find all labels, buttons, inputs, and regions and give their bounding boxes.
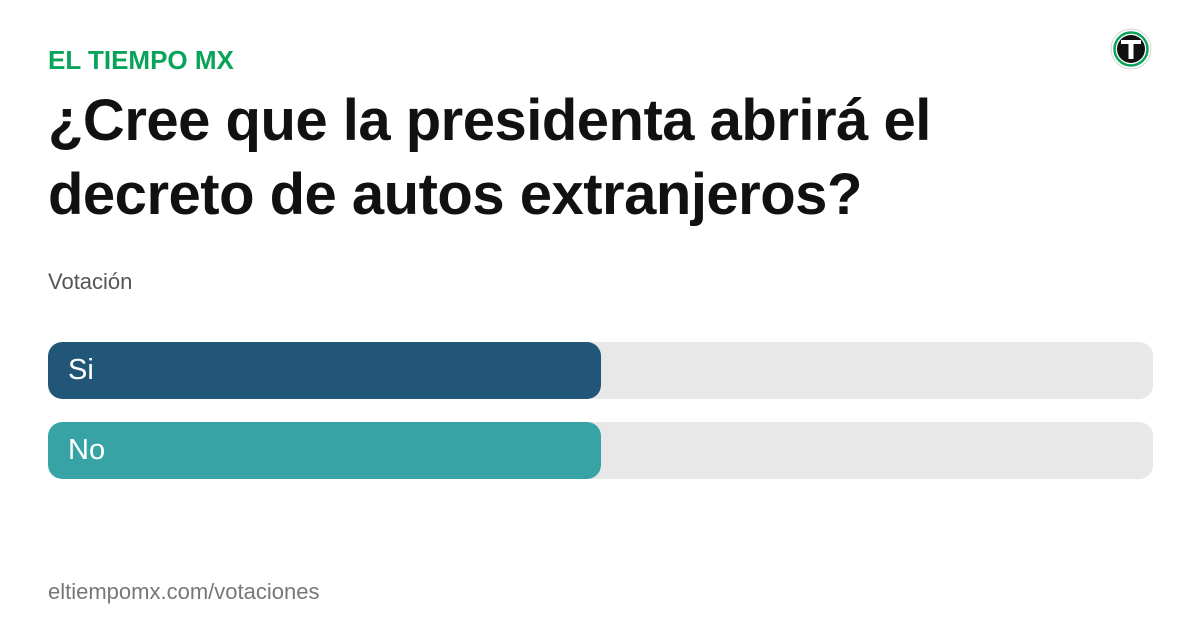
brand-name: EL TIEMPO MX bbox=[48, 45, 234, 75]
poll-option-si-fill bbox=[48, 342, 601, 399]
footer-url[interactable]: eltiempomx.com/votaciones bbox=[48, 579, 320, 604]
poll-option-no[interactable]: No bbox=[48, 422, 1153, 479]
poll-option-no-label: No bbox=[68, 434, 106, 466]
poll-subtitle: Votación bbox=[48, 269, 133, 294]
poll-question: ¿Cree que la presidenta abrirá el decret… bbox=[48, 88, 931, 227]
el-tiempo-logo-icon[interactable] bbox=[1110, 28, 1152, 70]
poll-option-no-fill bbox=[48, 422, 601, 479]
poll-option-si-label: Si bbox=[68, 354, 94, 386]
poll-option-si[interactable]: Si bbox=[48, 342, 1153, 399]
